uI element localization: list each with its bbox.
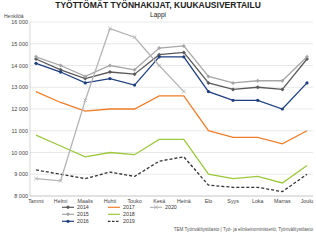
series-line [36,52,307,89]
point [108,27,112,31]
subtitle: Lappi [150,11,166,19]
point [34,177,38,181]
point [157,46,161,50]
point [256,79,260,83]
point [34,62,37,65]
chart: TYÖTTÖMÄT TYÖNHAKIJAT, KUUKAUSIVERTAILUL… [0,0,316,235]
legend-swatch [108,207,120,208]
point [133,72,137,76]
grid-line [30,65,313,66]
legend-label: 2016 [77,218,89,224]
point [83,74,87,78]
legend-marker [66,220,69,223]
legend-label: 2014 [77,204,89,210]
point [256,99,259,102]
point [108,70,112,74]
y-tick-label: 8 000 [14,193,28,199]
point [157,64,161,68]
point [305,81,308,84]
point [231,81,235,85]
y-tick-label: 16 000 [11,19,28,25]
y-tick-label: 12 000 [11,106,28,112]
point [280,87,284,91]
y-tick-label: 10 000 [11,150,28,156]
point [182,55,185,58]
point [231,87,235,91]
grid-line [30,174,313,175]
source: TEM Työnvälitystilasto | Työ- ja elinkei… [174,227,314,232]
y-tick-label: 15 000 [11,41,28,47]
series-line [36,57,307,109]
series-line [36,46,307,83]
x-tick-label: Heinä [177,198,191,204]
x-tick-label: Elo [205,198,213,204]
grid-line [30,152,313,153]
legend-marker [66,205,70,209]
point [206,74,210,78]
point [207,90,210,93]
grid-line [30,130,313,131]
x-tick-label: Huhti [104,198,116,204]
point [206,81,210,85]
point [108,77,111,80]
x-tick-label: Joulu [301,198,314,204]
legend-label: 2017 [123,204,135,210]
legend-marker [154,206,158,210]
point [281,107,284,110]
series-line [36,92,307,144]
point [182,90,186,94]
point [133,35,137,39]
point [280,79,284,83]
point [158,55,161,58]
legend-marker [66,212,70,216]
point [59,64,63,68]
legend-label: 2018 [123,211,135,217]
plot-area [34,27,309,192]
legend-swatch [108,221,120,222]
point [305,55,309,59]
y-tick-label: 14 000 [11,63,28,69]
title: TYÖTTÖMÄT TYÖNHAKIJAT, KUUKAUSIVERTAILU [55,0,261,10]
x-tick-label: Loka [252,198,264,204]
x-tick-label: Helmi [54,198,68,204]
series-line [36,157,307,192]
x-axis [30,196,313,197]
legend: 201420152016 201720182019 2020 [62,204,177,224]
y-tick-label: 11 000 [12,128,28,134]
point [108,64,112,68]
point [84,81,87,84]
x-tick-label: Marras [274,198,291,204]
y-axis [30,22,31,196]
grid-line [30,196,313,197]
grid-line [30,87,313,88]
series-line [36,29,184,181]
point [231,99,234,102]
grid-line [30,109,313,110]
point [59,70,62,73]
legend-label: 2015 [77,211,89,217]
grid-line [30,43,313,44]
point [256,85,260,89]
x-tick-label: Kesä [153,198,165,204]
y-tick-label: 9 000 [14,171,28,177]
legend-label: 2020 [165,204,177,210]
point [34,55,38,59]
point [133,68,137,72]
point [182,44,186,48]
point [182,50,186,54]
y-tick-label: 13 000 [11,84,28,90]
point [59,179,63,183]
legend-swatch [108,214,120,215]
x-tick-label: Syys [227,198,239,204]
point [83,99,87,103]
grid-line [30,22,313,23]
legend-label: 2019 [123,218,135,224]
point [133,83,136,86]
x-tick-label: Tammi [28,198,44,204]
